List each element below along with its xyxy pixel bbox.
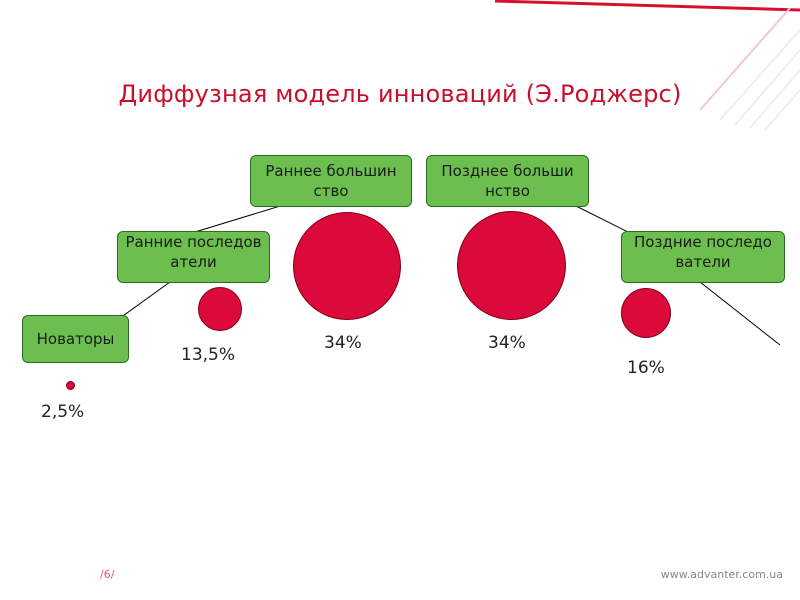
percent-early-adopters: 13,5% [181,345,236,365]
percent-laggards: 16% [627,358,665,378]
connector-line [699,281,781,346]
stage-label-laggards: Поздние последователи [621,231,785,283]
percent-innovators: 2,5% [41,402,85,422]
connector-line [194,202,291,233]
stage-label-late-majority: Позднее большинство [426,155,589,207]
circle-late-majority [457,211,566,320]
stage-label-early-adopters: Ранние последователи [117,231,270,283]
percent-early-majority: 34% [324,333,362,353]
stage-label-early-majority: Раннее большинство [250,155,412,207]
circle-early-majority [293,212,401,320]
page-title: Диффузная модель инноваций (Э.Роджерс) [118,80,682,108]
circle-laggards [621,288,671,338]
footer-site-link[interactable]: www.advanter.com.ua [660,568,783,581]
circle-innovators [66,381,75,390]
percent-late-majority: 34% [488,333,526,353]
stage-label-innovators: Новаторы [22,315,129,363]
page-number: /6/ [100,568,115,581]
connector-line [119,281,171,319]
circle-early-adopters [198,287,242,331]
